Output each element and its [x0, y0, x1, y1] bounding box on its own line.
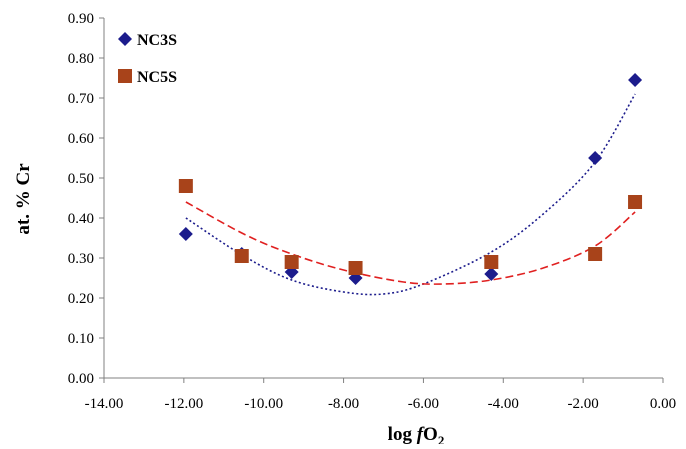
y-tick-label: 0.40 [68, 211, 94, 227]
data-point-nc5s [348, 261, 363, 275]
x-tick-label: -14.00 [85, 396, 124, 412]
x-tick-label: -12.00 [164, 396, 203, 412]
y-tick-label: 0.50 [68, 171, 94, 187]
y-tick-label: 0.30 [68, 251, 94, 267]
legend-marker-nc3s [118, 32, 132, 46]
x-axis-title-sub: 2 [438, 433, 445, 444]
y-tick-label: 0.20 [68, 291, 94, 307]
y-tick-label: 0.80 [68, 51, 94, 67]
x-tick-label: -4.00 [488, 396, 519, 412]
legend: NC3S NC5S [118, 32, 177, 86]
data-point-nc5s [588, 247, 603, 261]
x-axis-title: log fO2 [388, 424, 445, 444]
x-axis-ticks: -14.00 -12.00 -10.00 -8.00 -6.00 -4.00 -2.00 0.… [85, 378, 676, 412]
data-points [178, 73, 643, 285]
legend-marker-nc5s [118, 69, 132, 83]
data-point-nc3s [178, 227, 193, 241]
trendline-nc3s [185, 93, 636, 296]
x-tick-label: -8.00 [328, 396, 359, 412]
x-tick-label: -2.00 [568, 396, 599, 412]
legend-label-nc3s: NC3S [137, 32, 177, 49]
y-tick-label: 0.90 [68, 11, 94, 27]
data-point-nc5s [628, 195, 643, 209]
x-tick-label: 0.00 [650, 396, 676, 412]
y-axis-ticks: 0.00 0.10 0.20 0.30 0.40 0.50 0.60 0.70 0.80 0.90 [68, 11, 104, 387]
data-point-nc3s [588, 151, 603, 165]
y-tick-label: 0.10 [68, 331, 94, 347]
y-axis-title: at. % Cr [13, 163, 34, 235]
data-point-nc5s [284, 255, 299, 269]
data-point-nc3s [484, 267, 499, 281]
y-tick-label: 0.60 [68, 131, 94, 147]
x-axis-title-log: log [388, 424, 417, 444]
x-tick-label: -10.00 [244, 396, 283, 412]
data-point-nc3s [628, 73, 643, 87]
x-axis-title-o: O [423, 424, 438, 444]
y-tick-label: 0.00 [68, 371, 94, 387]
trendline-nc5s [185, 201, 636, 285]
y-tick-label: 0.70 [68, 91, 94, 107]
legend-label-nc5s: NC5S [137, 69, 177, 86]
data-point-nc5s [234, 249, 249, 263]
x-axis-title-f: f [417, 424, 425, 444]
data-point-nc5s [484, 255, 499, 269]
data-point-nc5s [178, 179, 193, 193]
trendlines [185, 93, 636, 296]
x-tick-label: -6.00 [408, 396, 439, 412]
